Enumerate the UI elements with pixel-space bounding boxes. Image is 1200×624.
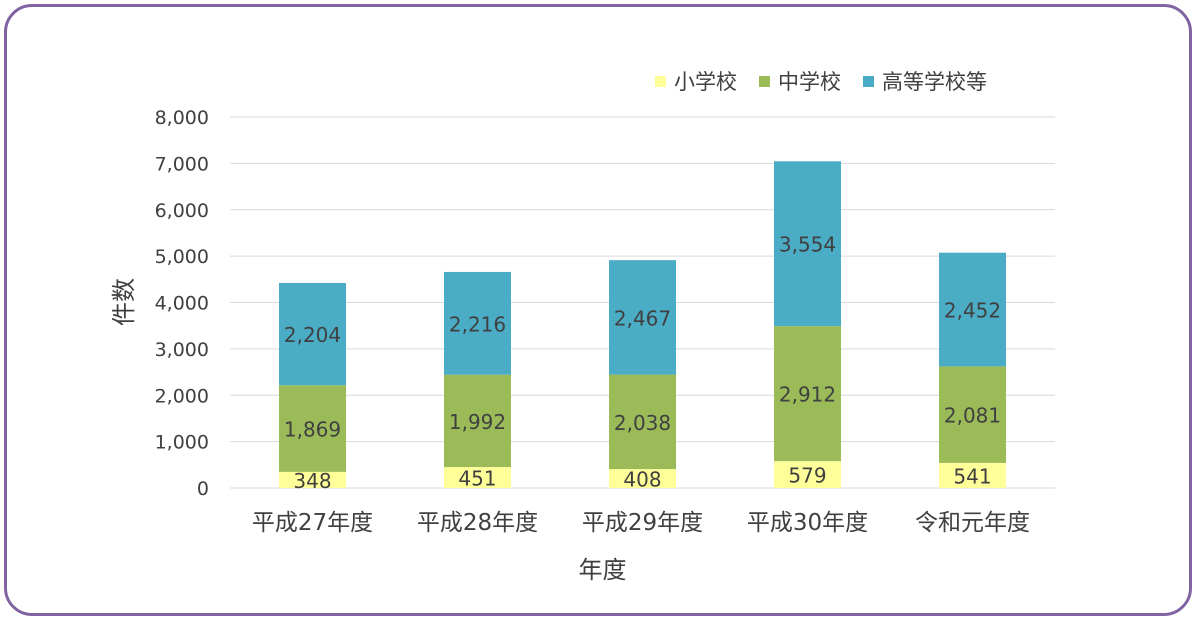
data-label: 1,869 xyxy=(284,418,341,442)
data-label: 2,467 xyxy=(614,306,671,330)
bar-segment xyxy=(444,374,511,468)
bar-segment xyxy=(774,161,841,327)
legend-label-elementary: 小学校 xyxy=(674,70,737,94)
x-tick-label: 平成28年度 xyxy=(417,510,538,536)
x-axis-title: 年度 xyxy=(579,556,627,584)
bar-segment xyxy=(939,462,1006,488)
bar-segment xyxy=(444,467,511,488)
data-label: 2,081 xyxy=(944,404,1001,428)
data-label: 2,912 xyxy=(779,383,836,407)
legend-swatch-junior-high xyxy=(759,75,770,87)
legend-swatch-elementary xyxy=(655,75,666,87)
y-tick-label: 4,000 xyxy=(155,293,209,315)
y-tick-label: 7,000 xyxy=(155,153,209,175)
y-tick-label: 0 xyxy=(197,478,209,500)
y-tick-label: 8,000 xyxy=(155,107,209,129)
data-label: 348 xyxy=(293,469,331,493)
bar-segment xyxy=(609,469,676,488)
legend-label-junior-high: 中学校 xyxy=(778,70,841,94)
y-tick-label: 1,000 xyxy=(155,432,209,454)
legend-label-high-school: 高等学校等 xyxy=(882,70,987,94)
bar-segment xyxy=(939,366,1006,463)
chart-legend: 小学校 中学校 高等学校等 xyxy=(655,66,987,96)
data-label: 2,204 xyxy=(284,323,341,347)
data-label: 541 xyxy=(953,464,991,488)
legend-item-junior-high: 中学校 xyxy=(759,66,841,96)
y-axis-title: 件数 xyxy=(110,278,138,326)
data-label: 2,216 xyxy=(449,312,506,336)
bar-segment xyxy=(939,252,1006,367)
bar-segment xyxy=(444,271,511,375)
data-label: 2,452 xyxy=(944,299,1001,323)
data-label: 2,038 xyxy=(614,411,671,435)
bar-segment xyxy=(774,326,841,462)
data-label: 3,554 xyxy=(779,233,836,257)
y-tick-label: 2,000 xyxy=(155,385,209,407)
data-label: 451 xyxy=(458,467,496,491)
legend-swatch-high-school xyxy=(863,75,874,87)
legend-item-high-school: 高等学校等 xyxy=(863,66,987,96)
data-label: 1,992 xyxy=(449,410,506,434)
bar-segment xyxy=(609,260,676,375)
data-label: 579 xyxy=(788,464,826,488)
y-tick-label: 5,000 xyxy=(155,246,209,268)
bar-segment xyxy=(279,282,346,386)
legend-item-elementary: 小学校 xyxy=(655,66,737,96)
x-tick-label: 平成27年度 xyxy=(252,510,373,536)
bar-segment xyxy=(279,385,346,472)
bar-segment xyxy=(774,461,841,488)
y-tick-label: 6,000 xyxy=(155,200,209,222)
x-tick-label: 令和元年度 xyxy=(915,510,1030,536)
bar-segment xyxy=(609,374,676,470)
bar-segment xyxy=(279,471,346,488)
y-tick-label: 3,000 xyxy=(155,339,209,361)
x-tick-label: 平成29年度 xyxy=(582,510,703,536)
data-label: 408 xyxy=(623,468,661,492)
x-tick-label: 平成30年度 xyxy=(747,510,868,536)
